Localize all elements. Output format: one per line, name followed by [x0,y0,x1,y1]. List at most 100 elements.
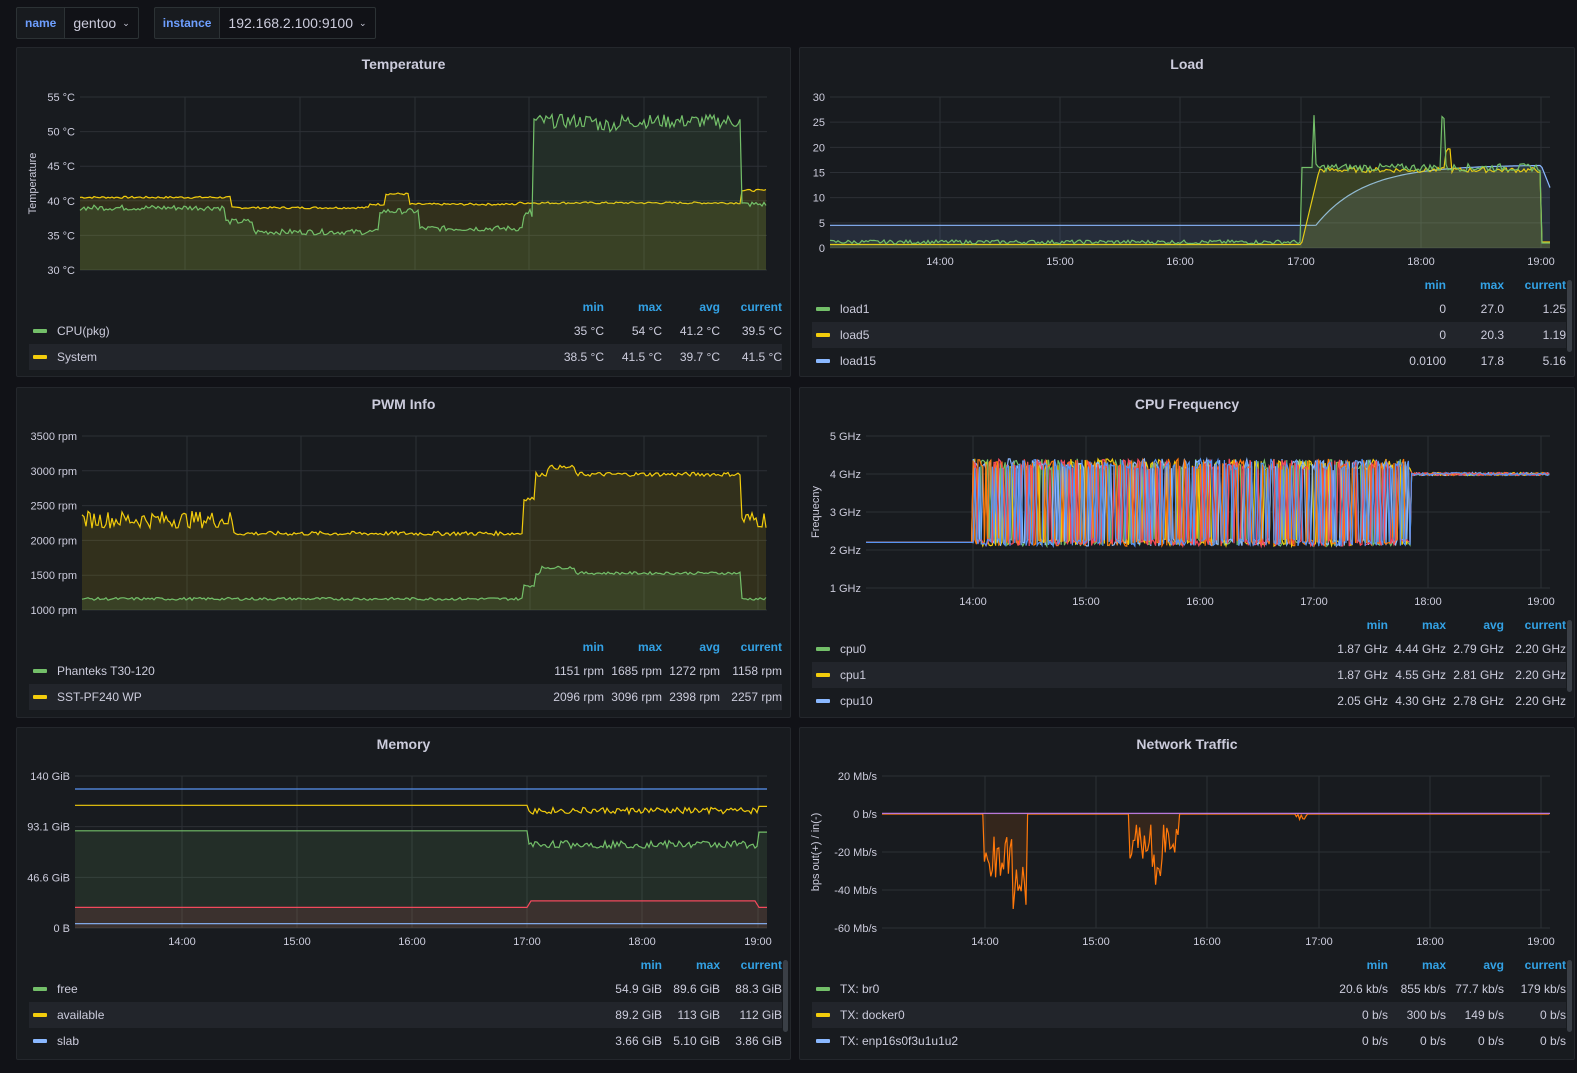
legend-row[interactable]: CPU(pkg) 35 °C 54 °C 41.2 °C 39.5 °C [29,318,782,344]
panel-title[interactable]: Load [1170,56,1204,72]
legend-header: min max avg current [812,954,1566,976]
variable-instance-dropdown[interactable]: 192.168.2.100:9100 ⌄ [220,7,376,39]
x-tick-label: 18:00 [1414,596,1442,608]
legend-column-min[interactable]: min [1366,618,1388,632]
panel-pwm-info[interactable]: PWM Info 3500 rpm 3000 rpm 2500 rpm 2000 rpm… [16,387,791,718]
panel-title[interactable]: Memory [376,736,431,752]
series-color-swatch[interactable] [816,699,830,703]
legend-value-current: 179 kb/s [1520,982,1566,996]
legend-column-current[interactable]: current [1524,618,1566,632]
panel-title[interactable]: PWM Info [371,396,436,412]
legend-column-current[interactable]: current [740,958,782,972]
series-color-swatch[interactable] [816,987,830,991]
series-name[interactable]: free [57,982,78,996]
panel-temperature[interactable]: Temperature 55 °C 50 °C 45 °C 40 °C 35 °C 30 °… [16,47,791,377]
legend-row[interactable]: TX: br0 20.6 kb/s 855 kb/s 77.7 kb/s 179 kb/… [812,976,1566,1002]
legend-row[interactable]: System 38.5 °C 41.5 °C 39.7 °C 41.5 °C [29,344,782,370]
x-tick-label: 16:00 [1186,596,1214,608]
series-name[interactable]: cpu0 [840,642,867,656]
legend-row[interactable]: load1 0 27.0 1.25 [812,296,1566,322]
legend-row[interactable]: Phanteks T30-120 1151 rpm 1685 rpm 1272 rpm… [29,658,782,684]
series-color-swatch[interactable] [816,359,830,363]
legend-row[interactable]: cpu0 1.87 GHz 4.44 GHz 2.79 GHz 2.20 GHz [812,636,1566,662]
y-tick-label: 55 °C [47,92,75,104]
panel-title[interactable]: Temperature [361,56,446,72]
panel-memory[interactable]: Memory 140 GiB 93.1 GiB 46.6 GiB 0 B 14:00 15:… [16,727,791,1060]
legend-row[interactable]: available 89.2 GiB 113 GiB 112 GiB [29,1002,782,1028]
legend-header: min max current [29,954,782,976]
series-color-swatch[interactable] [816,1039,830,1043]
series-name[interactable]: load5 [840,328,870,342]
legend-row[interactable]: TX: docker0 0 b/s 300 b/s 149 b/s 0 b/s [812,1002,1566,1028]
series-color-swatch[interactable] [816,673,830,677]
legend-column-max[interactable]: max [637,640,662,654]
legend-column-current[interactable]: current [740,640,782,654]
legend-column-current[interactable]: current [1524,958,1566,972]
series-color-swatch[interactable] [33,669,47,673]
variable-bar: name gentoo ⌄ instance 192.168.2.100:9100… [16,7,391,39]
legend-column-min[interactable]: min [1366,958,1388,972]
series-color-swatch[interactable] [816,307,830,311]
series-name[interactable]: load1 [840,302,870,316]
series-color-swatch[interactable] [33,329,47,333]
series-name[interactable]: slab [57,1034,80,1048]
panel-load[interactable]: Load 30 25 20 15 10 5 0 14:00 15:00 16:00 17:00 18:0… [799,47,1575,377]
series-name[interactable]: TX: br0 [840,982,880,996]
series-name[interactable]: cpu1 [840,668,867,682]
series-name[interactable]: load15 [840,354,877,368]
legend-scrollbar[interactable] [1567,280,1572,352]
legend-value-max: 4.44 GHz [1395,642,1446,656]
series-color-swatch[interactable] [33,695,47,699]
x-tick-label: 18:00 [1407,256,1435,268]
series-color-swatch[interactable] [33,355,47,359]
legend-column-min[interactable]: min [1424,278,1446,292]
rx-traffic-line [882,813,1550,910]
phanteks-line [81,565,767,602]
legend-column-max[interactable]: max [1421,958,1446,972]
legend-column-max[interactable]: max [1479,278,1504,292]
series-color-swatch[interactable] [33,1039,47,1043]
legend-column-max[interactable]: max [695,958,720,972]
series-color-swatch[interactable] [33,1013,47,1017]
legend-column-current[interactable]: current [740,300,782,314]
legend-column-avg[interactable]: avg [1483,958,1504,972]
series-color-swatch[interactable] [816,647,830,651]
legend-scrollbar[interactable] [1567,960,1572,1032]
series-name[interactable]: TX: docker0 [840,1008,905,1022]
legend-row[interactable]: TX: enp16s0f3u1u1u2 0 b/s 0 b/s 0 b/s 0 b/s [812,1028,1566,1054]
panel-title[interactable]: Network Traffic [1136,736,1238,752]
legend-column-current[interactable]: current [1524,278,1566,292]
series-name[interactable]: SST-PF240 WP [57,690,142,704]
legend-column-avg[interactable]: avg [699,640,720,654]
legend-column-min[interactable]: min [640,958,662,972]
legend-column-max[interactable]: max [1421,618,1446,632]
panel-title[interactable]: CPU Frequency [1134,396,1240,412]
legend-row[interactable]: slab 3.66 GiB 5.10 GiB 3.86 GiB [29,1028,782,1054]
series-name[interactable]: cpu10 [840,694,873,708]
legend-scrollbar[interactable] [1567,620,1572,692]
legend-column-min[interactable]: min [582,300,604,314]
series-color-swatch[interactable] [816,333,830,337]
variable-name-dropdown[interactable]: gentoo ⌄ [65,7,139,39]
legend-row[interactable]: cpu10 2.05 GHz 4.30 GHz 2.78 GHz 2.20 GHz [812,688,1566,714]
y-tick-label: 93.1 GiB [27,822,70,834]
panel-cpu-frequency[interactable]: CPU Frequency 5 GHz 4 GHz 3 GHz 2 GHz 1 GHz 14… [799,387,1575,718]
series-name[interactable]: System [57,350,98,364]
legend-column-min[interactable]: min [582,640,604,654]
legend-row[interactable]: load5 0 20.3 1.19 [812,322,1566,348]
legend-row[interactable]: load15 0.0100 17.8 5.16 [812,348,1566,374]
series-name[interactable]: Phanteks T30-120 [57,664,155,678]
series-color-swatch[interactable] [816,1013,830,1017]
legend-row[interactable]: cpu1 1.87 GHz 4.55 GHz 2.81 GHz 2.20 GHz [812,662,1566,688]
legend-column-avg[interactable]: avg [1483,618,1504,632]
series-name[interactable]: CPU(pkg) [57,324,110,338]
legend-column-avg[interactable]: avg [699,300,720,314]
series-color-swatch[interactable] [33,987,47,991]
legend-scrollbar[interactable] [783,960,788,1032]
legend-column-max[interactable]: max [637,300,662,314]
panel-network-traffic[interactable]: Network Traffic 20 Mb/s 0 b/s -20 Mb/s -40 M… [799,727,1575,1060]
series-name[interactable]: available [57,1008,105,1022]
series-name[interactable]: TX: enp16s0f3u1u1u2 [840,1034,959,1048]
legend-row[interactable]: free 54.9 GiB 89.6 GiB 88.3 GiB [29,976,782,1002]
legend-row[interactable]: SST-PF240 WP 2096 rpm 3096 rpm 2398 rpm 2257… [29,684,782,710]
